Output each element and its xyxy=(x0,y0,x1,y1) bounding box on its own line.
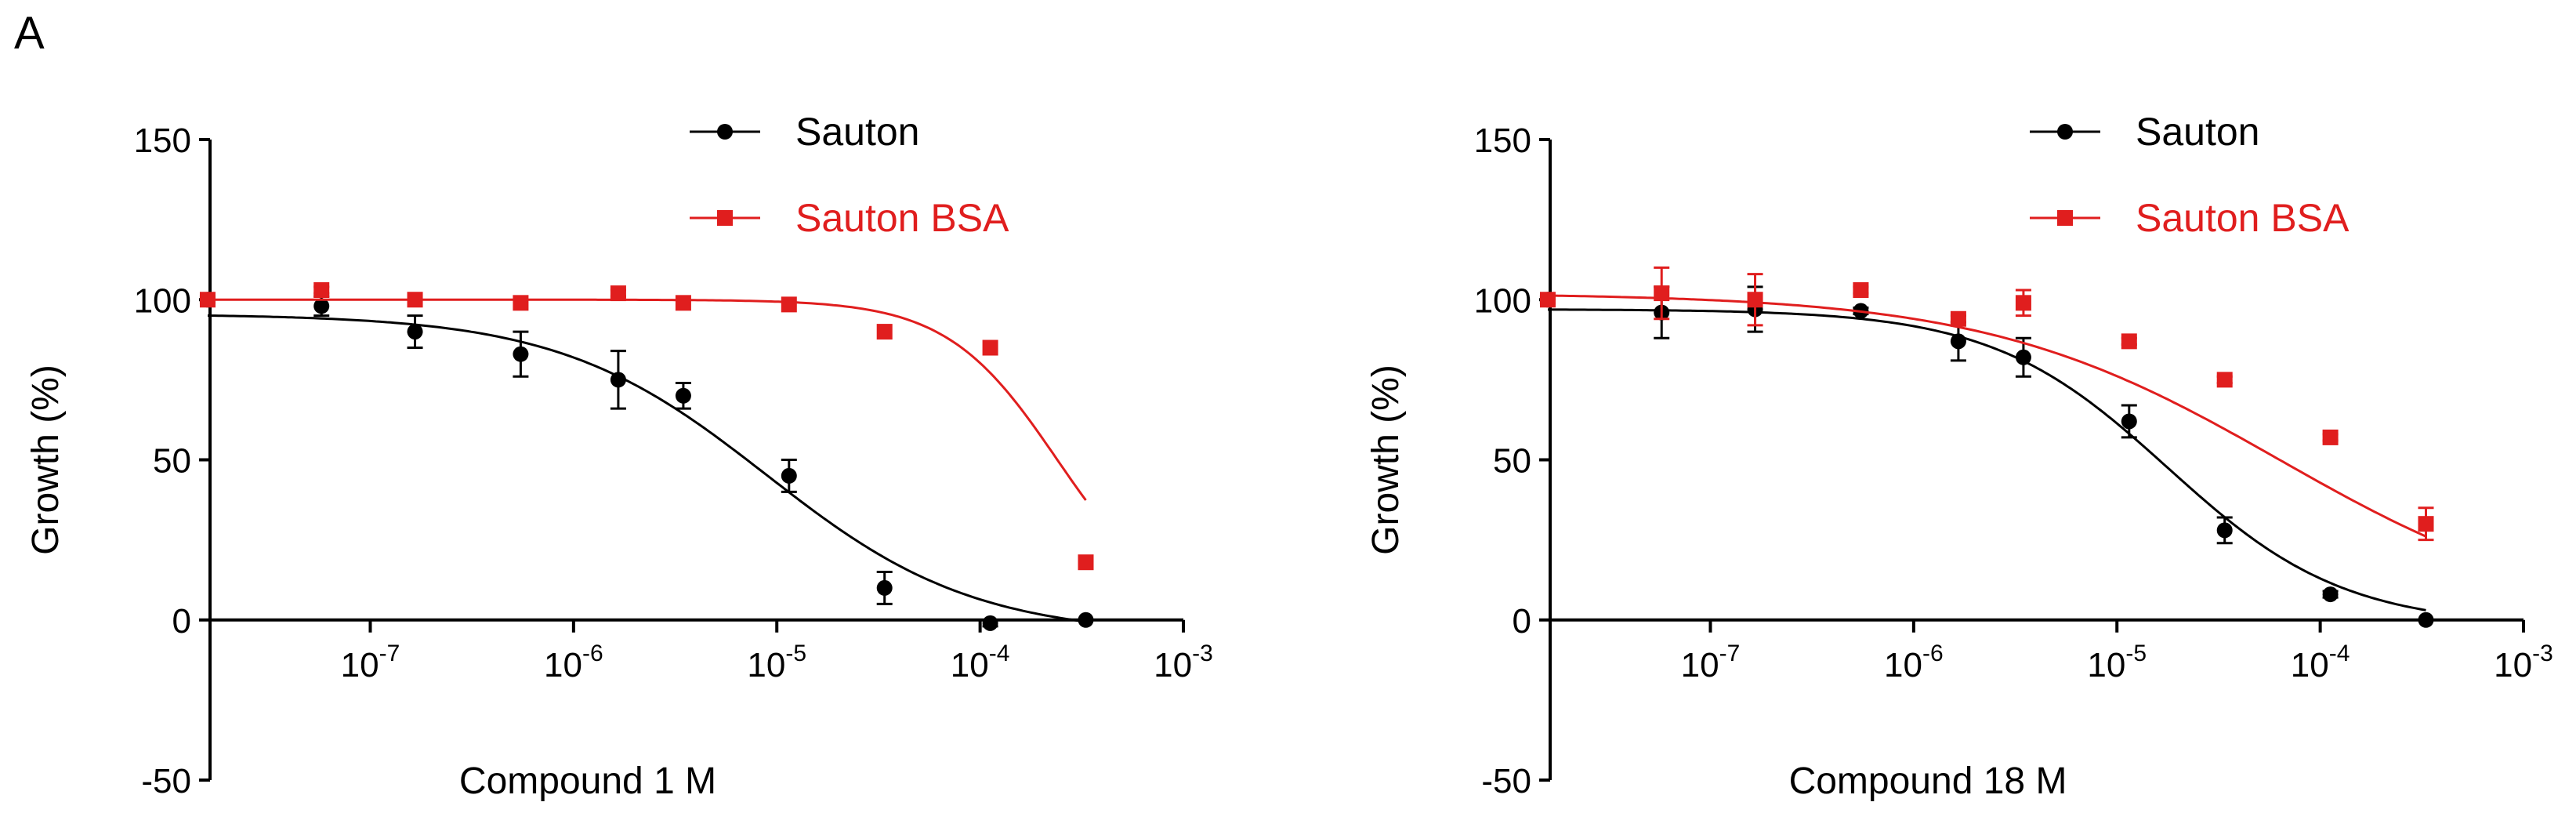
x-axis-label: Compound 18 M xyxy=(1789,760,2067,802)
data-point xyxy=(610,285,626,302)
data-point xyxy=(876,324,893,340)
data-point xyxy=(2121,413,2137,430)
x-tick-base: 10 xyxy=(2087,646,2125,684)
data-point xyxy=(781,296,797,313)
x-axis-label: Compound 1 M xyxy=(459,760,716,802)
y-tick-label: 150 xyxy=(134,122,191,160)
x-tick-base: 10 xyxy=(1884,646,1922,684)
data-point xyxy=(2418,612,2434,628)
x-tick-base: 10 xyxy=(1681,646,1719,684)
fit-curve xyxy=(208,298,1087,501)
y-tick-label: 150 xyxy=(1474,122,1531,160)
x-tick-exponent: -3 xyxy=(2532,641,2553,666)
x-tick-exponent: -4 xyxy=(989,641,1010,666)
x-tick-label: 10-6 xyxy=(544,641,603,684)
y-tick-label: 50 xyxy=(153,442,191,481)
data-point xyxy=(1539,292,1556,308)
legend-marker xyxy=(717,124,733,140)
x-tick-base: 10 xyxy=(951,646,989,684)
fit-curve xyxy=(1548,308,2426,612)
x-tick-base: 10 xyxy=(544,646,582,684)
x-tick-exponent: -7 xyxy=(379,641,400,666)
x-tick-base: 10 xyxy=(2291,646,2329,684)
legend-marker xyxy=(2057,210,2073,226)
legend-label: Sauton xyxy=(2136,110,2259,154)
data-point xyxy=(513,346,529,362)
panel-label: A xyxy=(14,8,45,59)
x-tick-base: 10 xyxy=(747,646,785,684)
data-point xyxy=(313,298,330,314)
data-point xyxy=(1950,333,1966,350)
x-tick-label: 10-3 xyxy=(2494,641,2553,684)
x-tick-label: 10-4 xyxy=(951,641,1010,684)
legend-marker xyxy=(2057,124,2073,140)
y-tick-label: 0 xyxy=(1513,602,1531,641)
x-tick-exponent: -3 xyxy=(1192,641,1213,666)
data-point xyxy=(2216,372,2233,388)
data-point xyxy=(2418,516,2434,532)
y-tick-label: 100 xyxy=(1474,281,1531,320)
series-sauton-bsa: Sauton BSA xyxy=(1539,196,2434,542)
y-tick-label: 50 xyxy=(1493,442,1531,481)
data-point xyxy=(610,372,626,388)
y-tick-label: 100 xyxy=(134,281,191,320)
data-point xyxy=(982,339,998,356)
x-tick-label: 10-5 xyxy=(2087,641,2147,684)
data-point xyxy=(2121,333,2137,350)
fit-curve xyxy=(1547,294,2427,538)
legend-marker xyxy=(717,210,733,226)
data-point xyxy=(513,295,529,311)
x-tick-base: 10 xyxy=(2494,646,2532,684)
x-tick-exponent: -5 xyxy=(2125,641,2147,666)
x-tick-base: 10 xyxy=(1154,646,1192,684)
series-sauton: Sauton xyxy=(1539,110,2434,628)
x-tick-base: 10 xyxy=(341,646,379,684)
data-point xyxy=(2015,295,2031,311)
data-point xyxy=(781,467,797,484)
data-point xyxy=(1654,285,1670,302)
x-tick-label: 10-5 xyxy=(747,641,806,684)
legend-label: Sauton BSA xyxy=(2136,196,2350,240)
series-sauton-bsa: Sauton BSA xyxy=(199,196,1094,571)
data-point xyxy=(675,387,691,404)
y-tick-label: -50 xyxy=(1481,762,1531,800)
x-tick-exponent: -6 xyxy=(1922,641,1944,666)
data-point xyxy=(982,615,998,631)
y-tick-label: -50 xyxy=(141,762,191,800)
data-point xyxy=(2322,429,2339,445)
data-point xyxy=(313,281,330,298)
legend-label: Sauton BSA xyxy=(795,196,1009,240)
data-point xyxy=(1078,554,1094,571)
x-tick-exponent: -5 xyxy=(785,641,806,666)
fit-curve xyxy=(207,314,1086,623)
data-point xyxy=(1853,281,1869,298)
x-tick-label: 10-7 xyxy=(341,641,400,684)
x-tick-label: 10-7 xyxy=(1681,641,1741,684)
y-axis-label: Growth (%) xyxy=(25,365,67,555)
x-tick-exponent: -6 xyxy=(582,641,603,666)
x-tick-exponent: -4 xyxy=(2329,641,2350,666)
data-point xyxy=(1078,612,1094,628)
x-tick-exponent: -7 xyxy=(1719,641,1741,666)
y-axis-label: Growth (%) xyxy=(1365,365,1407,555)
data-point xyxy=(407,324,423,340)
data-point xyxy=(2216,522,2233,539)
data-point xyxy=(675,295,691,311)
data-point xyxy=(876,579,893,596)
series-sauton: Sauton xyxy=(199,110,1094,631)
y-tick-label: 0 xyxy=(172,602,191,641)
data-point xyxy=(1747,292,1763,308)
legend-label: Sauton xyxy=(795,110,919,154)
data-point xyxy=(2322,586,2339,603)
data-point xyxy=(199,292,216,308)
data-point xyxy=(407,292,423,308)
x-tick-label: 10-3 xyxy=(1154,641,1213,684)
x-tick-label: 10-6 xyxy=(1884,641,1944,684)
data-point xyxy=(2015,349,2031,365)
data-point xyxy=(1950,310,1966,327)
x-tick-label: 10-4 xyxy=(2291,641,2350,684)
